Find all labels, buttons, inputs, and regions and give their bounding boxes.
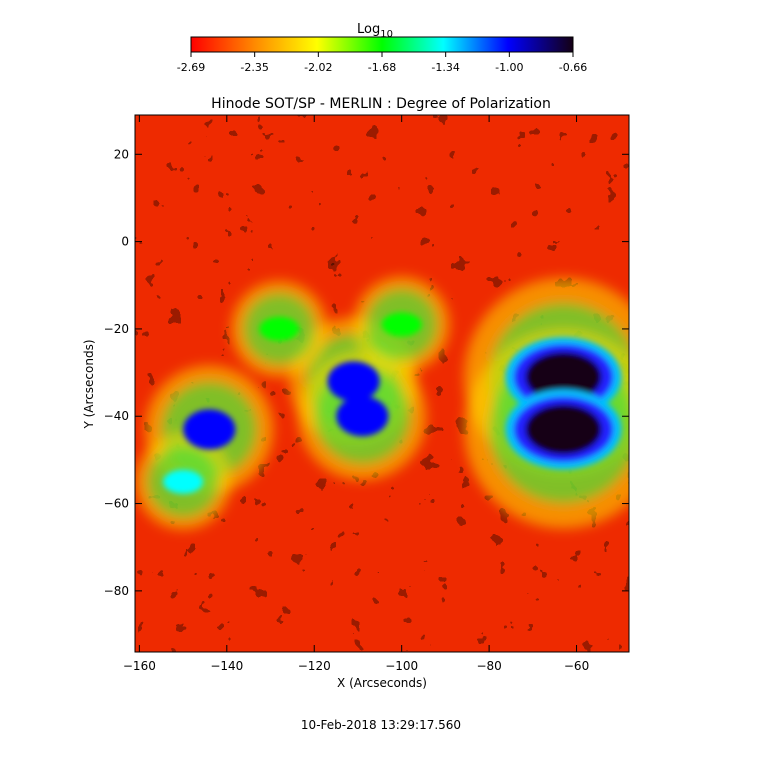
x-tick-label: −140 (210, 659, 243, 673)
colorbar: Log10 -2.69 -2.35 -2.02 -1.68 -1.34 -1.00 -0.6… (177, 22, 587, 74)
y-tick-label: −60 (104, 497, 129, 511)
x-tick-label: −80 (476, 659, 501, 673)
sunspot-umbra (525, 351, 602, 402)
polarization-features (163, 312, 622, 494)
y-axis-label: Y (Arcseconds) (82, 339, 96, 429)
x-tick-label: −60 (564, 659, 589, 673)
sunspot-umbra (525, 404, 602, 455)
chart-title: Hinode SOT/SP - MERLIN : Degree of Polar… (211, 96, 551, 112)
pore-core (339, 370, 368, 393)
y-tick-label: −20 (104, 322, 129, 336)
y-tick-label: −40 (104, 409, 129, 423)
x-tick-label: −120 (298, 659, 331, 673)
colorbar-tick-label: -0.66 (559, 61, 587, 74)
network-patch (381, 312, 422, 337)
pore-core (195, 418, 224, 441)
x-tick-label: −100 (385, 659, 418, 673)
pore-core (348, 405, 377, 428)
y-tick-label: −80 (104, 584, 129, 598)
colorbar-label: Log10 (357, 22, 393, 40)
plot-frame (134, 114, 630, 653)
y-tick-label: 20 (114, 147, 129, 161)
network-patch (259, 316, 300, 341)
colorbar-tick-label: -1.68 (368, 61, 396, 74)
timestamp: 10-Feb-2018 13:29:17.560 (301, 718, 461, 732)
heatmap-area (135, 115, 629, 652)
network-patch (163, 469, 204, 494)
colorbar-tick-label: -2.69 (177, 61, 205, 74)
y-axis: 20 0 −20 −40 −60 −80 (104, 147, 629, 598)
colorbar-tick-label: -2.02 (304, 61, 332, 74)
x-axis: −160 −140 −120 −100 −80 −60 (123, 115, 589, 673)
colorbar-tick-label: -1.34 (431, 61, 459, 74)
colorbar-gradient (190, 36, 574, 53)
x-tick-label: −160 (123, 659, 156, 673)
colorbar-tick-label: -2.35 (240, 61, 268, 74)
x-axis-label: X (Arcseconds) (337, 676, 427, 690)
colorbar-tick-label: -1.00 (495, 61, 523, 74)
y-tick-label: 0 (121, 235, 129, 249)
colorbar-ticks: -2.69 -2.35 -2.02 -1.68 -1.34 -1.00 -0.66 (177, 52, 587, 74)
